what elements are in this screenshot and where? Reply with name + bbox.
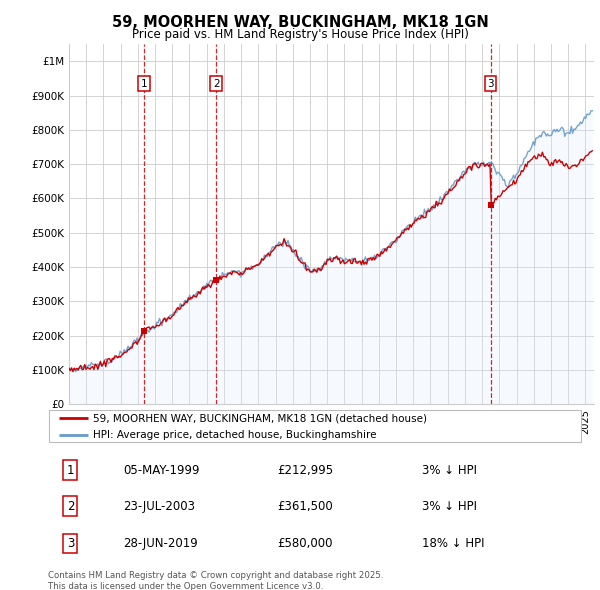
Text: 3: 3 [67, 537, 74, 550]
Text: 1: 1 [67, 464, 74, 477]
Text: 23-JUL-2003: 23-JUL-2003 [123, 500, 195, 513]
FancyBboxPatch shape [49, 409, 581, 442]
Text: 3% ↓ HPI: 3% ↓ HPI [422, 500, 477, 513]
Text: 1: 1 [140, 78, 147, 88]
Text: £212,995: £212,995 [278, 464, 334, 477]
Text: 05-MAY-1999: 05-MAY-1999 [123, 464, 199, 477]
Text: Contains HM Land Registry data © Crown copyright and database right 2025.
This d: Contains HM Land Registry data © Crown c… [48, 571, 383, 590]
Text: 28-JUN-2019: 28-JUN-2019 [123, 537, 197, 550]
Text: 18% ↓ HPI: 18% ↓ HPI [422, 537, 484, 550]
Text: 2: 2 [67, 500, 74, 513]
Text: HPI: Average price, detached house, Buckinghamshire: HPI: Average price, detached house, Buck… [94, 430, 377, 440]
Text: £361,500: £361,500 [278, 500, 334, 513]
Text: £580,000: £580,000 [278, 537, 333, 550]
Text: 3: 3 [487, 78, 494, 88]
Text: 2: 2 [213, 78, 220, 88]
Text: 59, MOORHEN WAY, BUCKINGHAM, MK18 1GN: 59, MOORHEN WAY, BUCKINGHAM, MK18 1GN [112, 15, 488, 30]
Text: Price paid vs. HM Land Registry's House Price Index (HPI): Price paid vs. HM Land Registry's House … [131, 28, 469, 41]
Text: 3% ↓ HPI: 3% ↓ HPI [422, 464, 477, 477]
Text: 59, MOORHEN WAY, BUCKINGHAM, MK18 1GN (detached house): 59, MOORHEN WAY, BUCKINGHAM, MK18 1GN (d… [94, 413, 427, 423]
